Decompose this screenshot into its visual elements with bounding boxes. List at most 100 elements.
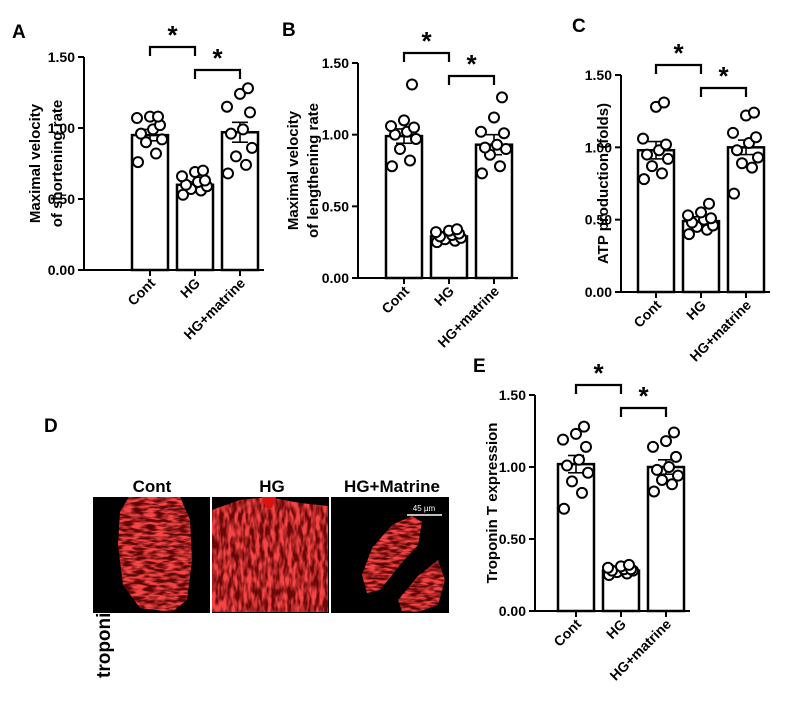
chart-panel-e: E 0.00 0.50 1.00 1.50 Troponin T expression Co… bbox=[473, 356, 690, 684]
bar bbox=[130, 133, 170, 272]
panel-label: B bbox=[282, 20, 296, 41]
panel-label: E bbox=[473, 356, 486, 377]
chart-panel-b: B 0.00 0.50 1.00 1.50 Maximal velocity of leng… bbox=[282, 20, 518, 351]
data-point bbox=[475, 125, 487, 138]
microscopy-image-hg-matrine: 45 µm bbox=[331, 497, 449, 613]
scale-bar-label: 45 µm bbox=[413, 504, 436, 513]
y-axis-label: Maximal velocity bbox=[27, 103, 44, 223]
data-point bbox=[394, 143, 406, 155]
bar bbox=[384, 134, 424, 280]
data-point bbox=[703, 197, 715, 210]
data-point bbox=[152, 110, 164, 123]
data-point bbox=[479, 141, 491, 154]
data-point bbox=[646, 160, 658, 173]
significance-bracket bbox=[619, 406, 668, 417]
data-point bbox=[488, 111, 500, 124]
panel-d: D troponin T staining Cont HG HG+Matrine bbox=[44, 416, 449, 678]
y-tick-label: 1.00 bbox=[48, 120, 75, 136]
y-axis-label: Maximal velocity bbox=[285, 110, 302, 230]
y-tick-label: 1.50 bbox=[322, 55, 349, 71]
y-axis-label: Troponin T expression bbox=[484, 423, 501, 584]
data-point bbox=[602, 561, 614, 574]
data-point bbox=[752, 151, 764, 164]
bar bbox=[636, 148, 676, 294]
data-point bbox=[430, 226, 442, 239]
significance-bracket bbox=[148, 45, 197, 56]
x-tick-label: Cont bbox=[550, 616, 584, 650]
data-point bbox=[156, 133, 168, 146]
data-point bbox=[197, 164, 209, 177]
data-point bbox=[244, 106, 256, 119]
significance-bracket bbox=[699, 86, 748, 97]
data-point bbox=[750, 131, 762, 144]
significance-bracket bbox=[654, 63, 703, 74]
y-tick-label: 1.00 bbox=[322, 127, 349, 143]
data-point bbox=[576, 486, 588, 499]
data-point bbox=[663, 461, 675, 473]
data-point bbox=[580, 440, 592, 453]
x-tick-label: HG bbox=[603, 616, 629, 642]
bar bbox=[556, 462, 596, 613]
y-axis-label: ATP production (folds) bbox=[595, 103, 612, 264]
data-point bbox=[748, 106, 760, 119]
y-tick-label: 1.50 bbox=[48, 49, 75, 65]
chart-panel-a: A 0.00 0.50 1.00 1.50 Maximal velocity of shor… bbox=[12, 20, 264, 343]
significance-star: * bbox=[421, 26, 432, 56]
data-point bbox=[242, 82, 254, 95]
data-point bbox=[578, 420, 590, 433]
y-tick-label: 0.00 bbox=[48, 262, 75, 278]
chart-panel-c: C 0.00 0.50 1.00 1.50 ATP production (folds) C… bbox=[572, 16, 770, 365]
data-point bbox=[670, 450, 682, 463]
data-point bbox=[234, 87, 246, 100]
data-point bbox=[668, 426, 680, 439]
data-point bbox=[660, 435, 672, 448]
data-point bbox=[406, 78, 418, 91]
data-point bbox=[498, 127, 510, 140]
data-point bbox=[682, 209, 694, 222]
data-point bbox=[695, 206, 707, 219]
data-point bbox=[491, 138, 503, 151]
data-point bbox=[451, 223, 463, 236]
y-tick-label: 1.00 bbox=[585, 139, 612, 155]
data-point bbox=[666, 478, 678, 491]
data-point bbox=[573, 453, 585, 466]
data-point bbox=[385, 120, 397, 133]
significance-bracket bbox=[402, 51, 451, 62]
panel-label-d: D bbox=[44, 416, 58, 437]
data-point bbox=[705, 212, 717, 225]
data-point bbox=[237, 123, 249, 136]
image-column-label: Cont bbox=[133, 477, 172, 496]
data-point bbox=[656, 473, 668, 486]
y-tick-label: 1.50 bbox=[585, 67, 612, 83]
data-point bbox=[140, 136, 152, 149]
data-point bbox=[558, 502, 570, 515]
data-point bbox=[648, 485, 660, 498]
data-point bbox=[199, 174, 211, 187]
x-tick-label: HG bbox=[683, 297, 709, 323]
significance-bracket bbox=[574, 383, 623, 394]
data-point bbox=[386, 160, 398, 173]
x-tick-label: HG bbox=[431, 283, 457, 309]
y-tick-label: 0.00 bbox=[322, 270, 349, 286]
significance-bracket bbox=[193, 68, 242, 79]
data-point bbox=[557, 433, 569, 446]
y-tick-label: 1.00 bbox=[499, 459, 526, 475]
data-point bbox=[225, 127, 237, 140]
y-tick-label: 0.50 bbox=[499, 531, 526, 547]
data-point bbox=[566, 475, 578, 488]
x-tick-label: Cont bbox=[378, 283, 412, 317]
image-column-label: HG+Matrine bbox=[344, 477, 440, 496]
significance-star: * bbox=[212, 43, 223, 73]
panel-label: A bbox=[12, 22, 26, 43]
data-point bbox=[404, 154, 416, 167]
data-point bbox=[131, 112, 143, 125]
microscopy-image-cont bbox=[93, 497, 210, 613]
y-tick-label: 0.50 bbox=[585, 212, 612, 228]
data-point bbox=[230, 150, 242, 163]
data-point bbox=[561, 459, 573, 472]
significance-bracket bbox=[447, 74, 496, 85]
data-point bbox=[132, 156, 144, 169]
y-tick-label: 1.50 bbox=[499, 387, 526, 403]
y-axis-label: of lengthening rate bbox=[305, 103, 322, 238]
